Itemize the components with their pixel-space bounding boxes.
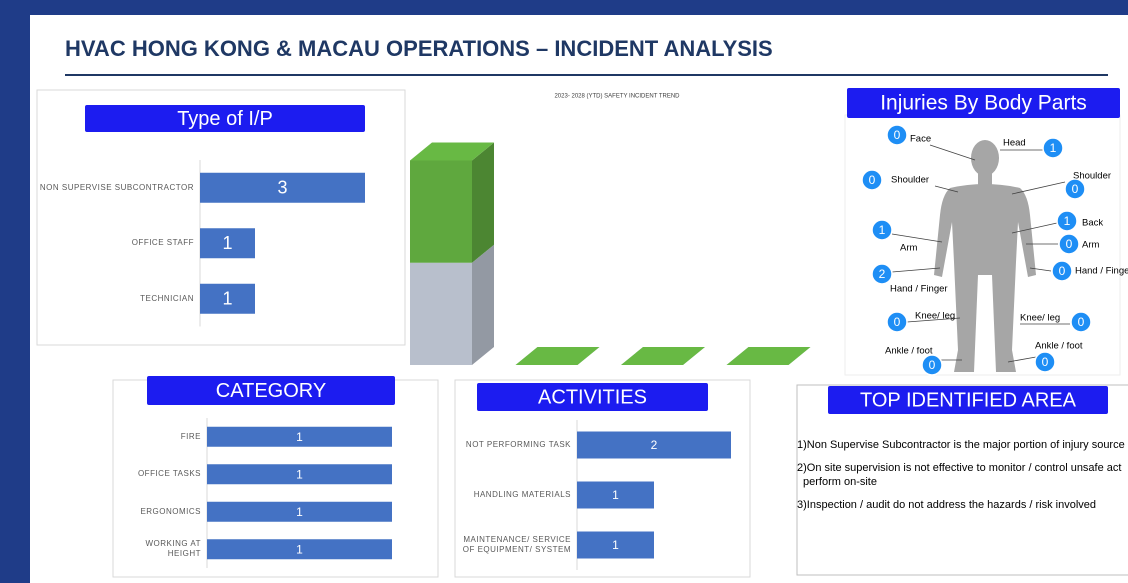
bar-side [472, 245, 494, 365]
value-label: 1 [296, 505, 303, 519]
category-label-text: NOT PERFORMING TASK [457, 427, 571, 463]
part-label: Head [1003, 138, 1026, 149]
category-label: WORKING AT HEIGHT [115, 531, 201, 567]
section-title: CATEGORY [216, 380, 326, 402]
section-title: Injuries By Body Parts [880, 92, 1087, 115]
count-label: 0 [1066, 237, 1073, 251]
part-label: Knee/ leg [915, 311, 955, 322]
value-label: 1 [296, 430, 303, 444]
bar-front [410, 160, 472, 262]
category-label: MAINTENANCE/ SERVICE OF EQUIPMENT/ SYSTE… [457, 527, 571, 563]
category-label-text: ERGONOMICS [115, 494, 201, 530]
value-label: 1 [222, 289, 232, 309]
count-label: 1 [1050, 141, 1057, 155]
bar-front [410, 263, 472, 365]
count-label: 0 [1078, 315, 1085, 329]
category-label: NOT PERFORMING TASK [457, 427, 571, 463]
section-title: Type of I/P [177, 108, 273, 130]
part-label: Ankle / foot [885, 346, 933, 357]
figure-head [971, 140, 999, 176]
category-label-text: MAINTENANCE/ SERVICE OF EQUIPMENT/ SYSTE… [457, 527, 571, 563]
section-title: ACTIVITIES [538, 386, 647, 408]
count-label: 0 [1059, 264, 1066, 278]
value-label: 1 [612, 538, 619, 552]
category-label: NON SUPERVISE SUBCONTRACTOR [39, 170, 194, 206]
category-label: TECHNICIAN [39, 281, 194, 317]
category-label-text: HANDLING MATERIALS [457, 477, 571, 513]
figure-neck [978, 172, 992, 186]
count-label: 1 [1064, 214, 1071, 228]
category-label-text: NON SUPERVISE SUBCONTRACTOR [39, 170, 194, 206]
chart-title: 2023- 2028 (YTD) SAFETY INCIDENT TREND [554, 94, 680, 100]
value-label: 2 [651, 438, 658, 452]
part-label: Arm [1082, 240, 1100, 251]
part-label: Back [1082, 218, 1103, 229]
category-label: OFFICE TASKS [115, 456, 201, 492]
value-label: 1 [222, 233, 232, 253]
count-label: 0 [929, 358, 936, 372]
part-label: Arm [900, 243, 918, 254]
category-label-text: OFFICE TASKS [115, 456, 201, 492]
value-label: 1 [296, 542, 303, 556]
category-label: HANDLING MATERIALS [457, 477, 571, 513]
area-item: 2)On site supervision is not effective t… [797, 461, 1128, 489]
bar-side [472, 142, 494, 262]
top-area-text: 1)Non Supervise Subcontractor is the maj… [797, 438, 1128, 573]
count-label: 0 [894, 128, 901, 142]
part-label: Hand / Finger [890, 284, 948, 295]
part-label: Hand / Finger [1075, 266, 1128, 277]
count-label: 0 [869, 173, 876, 187]
count-label: 1 [879, 223, 886, 237]
count-label: 0 [894, 315, 901, 329]
count-label: 2 [879, 267, 886, 281]
category-label-text: WORKING AT HEIGHT [115, 531, 201, 567]
part-label: Face [910, 134, 931, 145]
count-label: 0 [1072, 182, 1079, 196]
value-label: 3 [277, 178, 287, 198]
part-label: Shoulder [891, 175, 929, 186]
category-label-text: OFFICE STAFF [39, 225, 194, 261]
value-label: 1 [296, 467, 303, 481]
area-item: 1)Non Supervise Subcontractor is the maj… [797, 438, 1128, 452]
category-label: ERGONOMICS [115, 494, 201, 530]
category-label: OFFICE STAFF [39, 225, 194, 261]
part-label: Knee/ leg [1020, 313, 1060, 324]
category-label-text: TECHNICIAN [39, 281, 194, 317]
section-title: TOP IDENTIFIED AREA [860, 389, 1077, 411]
page-title: HVAC HONG KONG & MACAU OPERATIONS – INCI… [65, 36, 773, 61]
category-label: FIRE [115, 419, 201, 455]
part-label: Ankle / foot [1035, 341, 1083, 352]
page: HVAC HONG KONG & MACAU OPERATIONS – INCI… [0, 0, 1128, 583]
area-item: 3)Inspection / audit do not address the … [797, 498, 1128, 512]
value-label: 1 [612, 488, 619, 502]
category-label-text: FIRE [115, 419, 201, 455]
count-label: 0 [1042, 355, 1049, 369]
